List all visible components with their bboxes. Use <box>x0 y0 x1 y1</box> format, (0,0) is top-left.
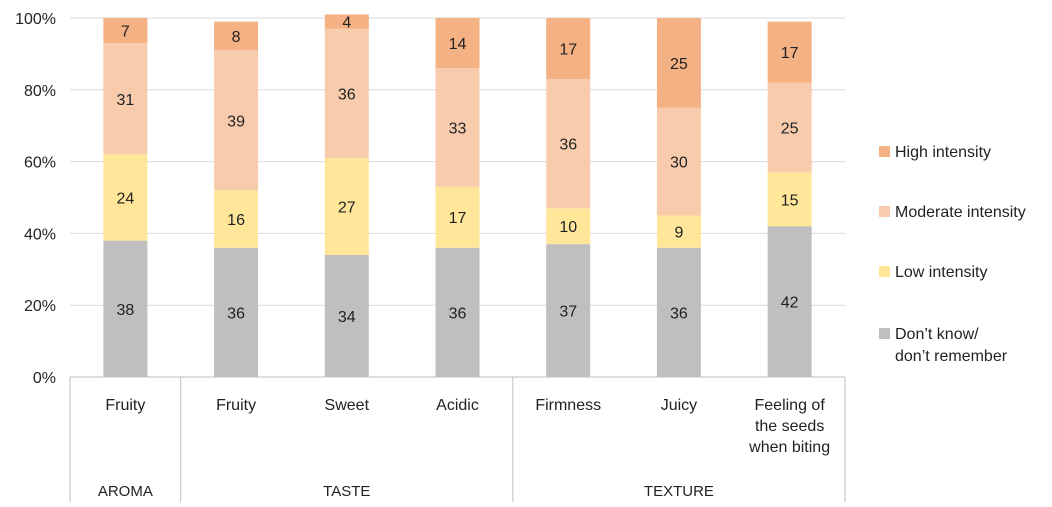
group-label: TASTE <box>323 483 370 500</box>
bar-segment <box>546 18 591 80</box>
data-label: 36 <box>559 137 577 154</box>
y-tick-label: 60% <box>24 155 56 172</box>
x-axis: Fruity Fruity Sweet Acidic Firmness Juicy Feel… <box>69 376 846 502</box>
data-label: 25 <box>781 120 799 137</box>
category-label: when biting <box>748 439 830 456</box>
bar-segment <box>656 247 701 377</box>
bar-segment <box>435 186 480 248</box>
bar-segment <box>435 247 480 377</box>
bar-segment <box>656 107 701 216</box>
bar-segment <box>767 21 812 83</box>
category-label: Feeling of <box>755 397 826 414</box>
bar-segment <box>214 247 259 377</box>
data-label: 14 <box>449 36 467 53</box>
legend-label: Low intensity <box>895 264 988 281</box>
bar-segment <box>103 240 148 377</box>
data-label: 8 <box>232 29 241 46</box>
category-label: Sweet <box>325 397 370 414</box>
group-label: TEXTURE <box>644 483 714 500</box>
category-label: Fruity <box>105 397 145 414</box>
legend-label: don’t remember <box>895 348 1008 365</box>
data-label: 39 <box>227 113 245 130</box>
category-label: Firmness <box>535 397 601 414</box>
category-label: Fruity <box>216 397 256 414</box>
legend-swatch <box>879 328 890 339</box>
data-label: 36 <box>670 305 688 322</box>
bar-segment <box>214 190 259 248</box>
bar-segment <box>324 254 369 377</box>
data-label: 10 <box>559 219 577 236</box>
legend-swatch <box>879 206 890 217</box>
legend-label: Moderate intensity <box>895 204 1026 221</box>
data-label: 38 <box>116 302 134 319</box>
data-label: 37 <box>559 304 577 321</box>
category-label: Juicy <box>661 397 697 414</box>
bar-segment <box>324 14 369 29</box>
data-label: 15 <box>781 192 799 209</box>
bar-segment <box>656 215 701 248</box>
data-label: 36 <box>227 305 245 322</box>
bar-segment <box>656 18 701 108</box>
bar-segment <box>767 172 812 227</box>
bar-segment <box>435 68 480 187</box>
data-label: 9 <box>674 225 683 242</box>
bar-segment <box>214 50 259 191</box>
data-label: 42 <box>781 295 799 312</box>
data-label: 25 <box>670 56 688 73</box>
data-label: 24 <box>116 191 134 208</box>
bar-segment <box>767 82 812 173</box>
legend-label: High intensity <box>895 144 991 161</box>
data-label: 16 <box>227 212 245 229</box>
data-label: 31 <box>116 92 134 109</box>
bar-segment <box>324 158 369 255</box>
y-tick-label: 40% <box>24 226 56 243</box>
data-label: 4 <box>342 15 351 32</box>
legend-label: Don’t know/ <box>895 326 979 343</box>
bar-segment <box>103 154 148 241</box>
bar-segment <box>103 43 148 155</box>
bar-segment <box>435 18 480 69</box>
y-tick-label: 100% <box>15 11 56 28</box>
bars: 38 24 31 7 36 16 39 8 34 27 36 4 36 17 33 14 37 10 36 17 36 9… <box>103 14 812 377</box>
data-label: 17 <box>559 42 577 59</box>
legend-swatch <box>879 266 890 277</box>
data-label: 17 <box>449 210 467 227</box>
legend: High intensity Moderate intensity Low inte… <box>879 144 1026 365</box>
bar-segment <box>767 226 812 377</box>
data-label: 33 <box>449 120 467 137</box>
data-label: 17 <box>781 45 799 62</box>
group-label: AROMA <box>98 483 153 500</box>
bar-segment <box>546 79 591 209</box>
bar-segment <box>103 18 148 44</box>
category-label: Acidic <box>436 397 479 414</box>
y-tick-label: 20% <box>24 298 56 315</box>
bar-segment <box>546 208 591 245</box>
bar-segment <box>324 28 369 159</box>
data-label: 27 <box>338 199 356 216</box>
data-label: 30 <box>670 155 688 172</box>
bar-segment <box>214 21 259 51</box>
category-label: the seeds <box>755 418 824 435</box>
y-axis: 0% 20% 40% 60% 80% 100% <box>15 11 56 387</box>
data-label: 36 <box>449 305 467 322</box>
y-tick-label: 80% <box>24 83 56 100</box>
data-label: 7 <box>121 24 130 41</box>
y-tick-label: 0% <box>33 370 56 387</box>
data-label: 36 <box>338 86 356 103</box>
legend-swatch <box>879 146 890 157</box>
bar-segment <box>546 244 591 377</box>
data-label: 34 <box>338 309 356 326</box>
